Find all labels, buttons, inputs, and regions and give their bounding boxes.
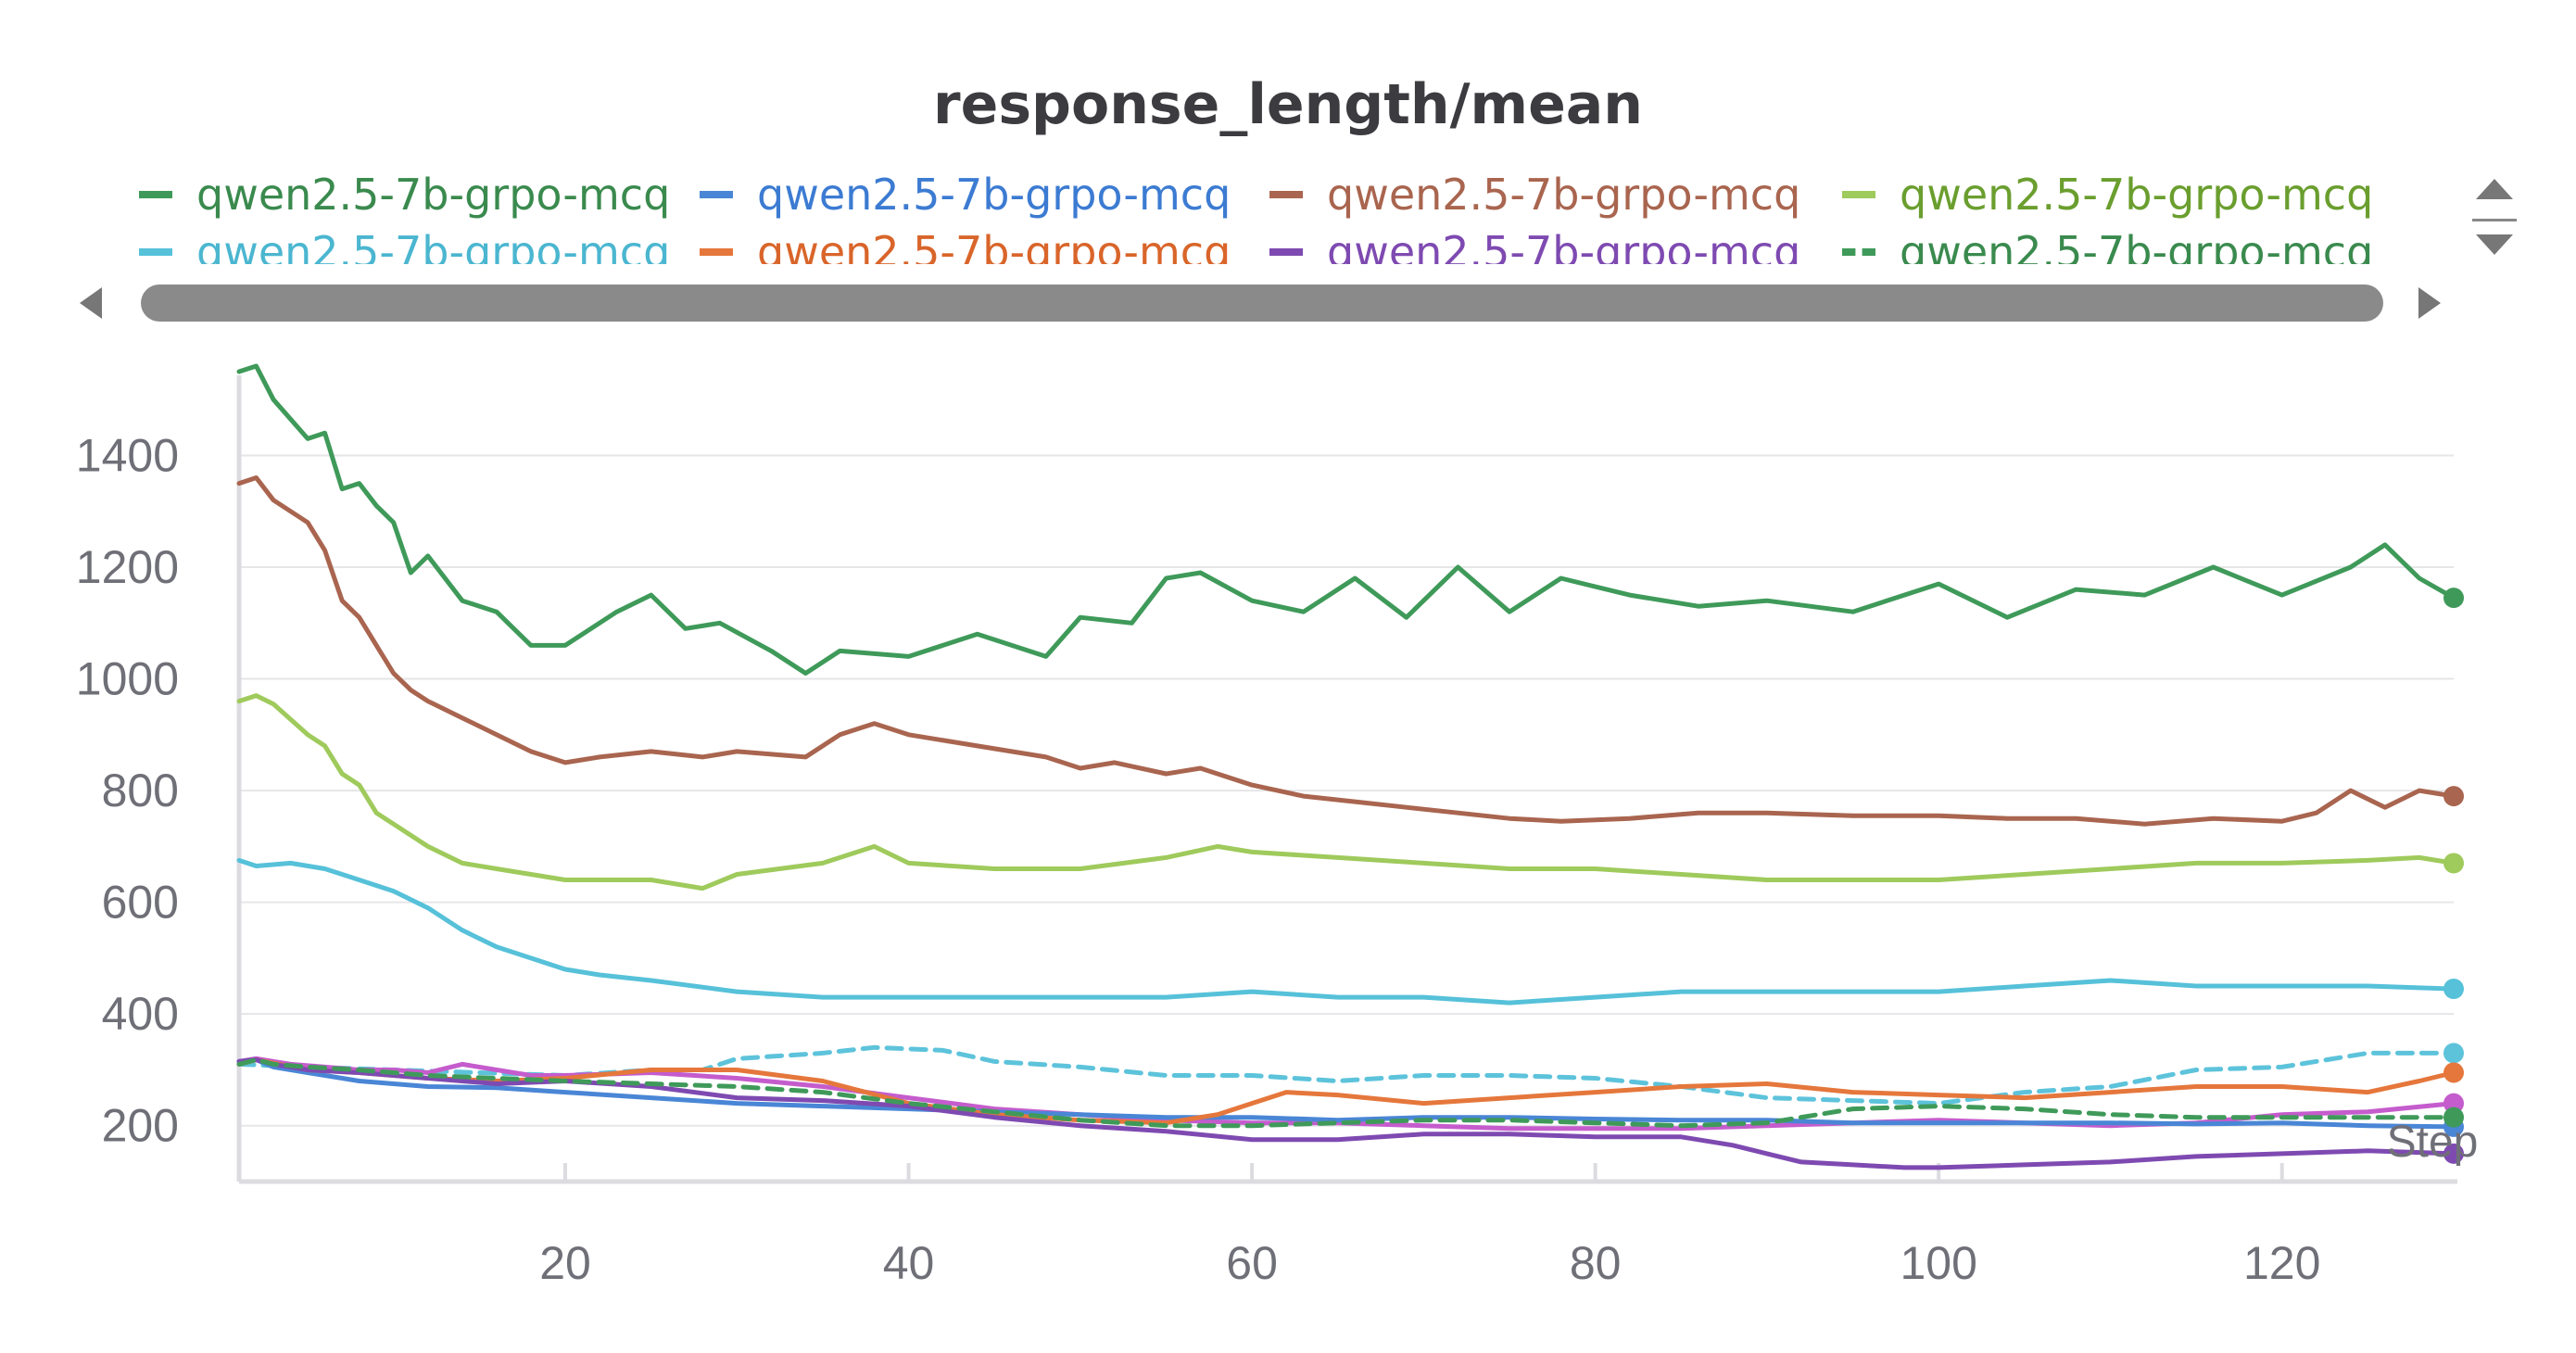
y-tick-label: 1400 (76, 429, 179, 481)
series-end-point-7 (2443, 1143, 2464, 1164)
legend-item[interactable]: qwen2.5-7b-grpo-mcq (1842, 171, 2374, 220)
axes (236, 375, 2457, 1184)
legend-swatch (1842, 248, 1875, 256)
x-tick-label: 120 (2243, 1237, 2320, 1289)
y-tick-label: 600 (102, 877, 179, 929)
scroll-right-icon[interactable] (2418, 287, 2441, 319)
tick-labels: 200 400 600 800 1000 1200 1400 20 40 60 80 100 120 (76, 429, 2321, 1289)
legend: qwen2.5-7b-grpo-mcq qwen2.5-7b-grpo-mcq qw… (65, 162, 2520, 343)
legend-label: qwen2.5-7b-grpo-mcq (1327, 171, 1801, 220)
y-tick-label: 200 (102, 1100, 179, 1152)
series-line-7 (236, 1057, 2456, 1170)
legend-item[interactable]: qwen2.5-7b-grpo-mcq (1269, 171, 1801, 220)
scroll-left-icon[interactable] (80, 287, 102, 319)
y-tick-label: 400 (102, 988, 179, 1040)
legend-item[interactable]: qwen2.5-7b-grpo-mcq (139, 227, 671, 264)
legend-item[interactable]: qwen2.5-7b-grpo-mcq (700, 227, 1231, 264)
legend-swatch (1269, 191, 1303, 198)
y-tick-label: 1200 (76, 541, 179, 593)
legend-label: qwen2.5-7b-grpo-mcq (1900, 171, 2374, 220)
series-line-8 (236, 1057, 2456, 1129)
legend-swatch (1842, 191, 1875, 198)
chart-title: response_length/mean (933, 72, 1643, 137)
legend-swatch (700, 191, 733, 198)
legend-page-divider (2472, 219, 2517, 221)
legend-swatch (139, 191, 172, 198)
series-line-5 (236, 857, 2456, 1005)
legend-item[interactable]: qwen2.5-7b-grpo-mcq (700, 171, 1231, 220)
legend-items: qwen2.5-7b-grpo-mcq qwen2.5-7b-grpo-mcq qw… (139, 171, 2474, 264)
legend-scrollbar-thumb[interactable] (141, 285, 2383, 322)
legend-label: qwen2.5-7b-grpo-mcq (1900, 227, 2374, 264)
x-tick-label: 20 (539, 1237, 591, 1289)
y-tick-label: 1000 (76, 653, 179, 705)
x-axis-label: Step (2387, 1118, 2479, 1167)
legend-label: qwen2.5-7b-grpo-mcq (757, 171, 1231, 220)
legend-label: qwen2.5-7b-grpo-mcq (196, 171, 671, 220)
series-line-3 (236, 475, 2456, 827)
y-tick-label: 800 (102, 765, 179, 816)
series-line-1 (236, 363, 2456, 676)
legend-item[interactable]: qwen2.5-7b-grpo-mcq (139, 171, 671, 220)
series-end-point-1 (2443, 588, 2464, 609)
x-tick-label: 40 (883, 1237, 935, 1289)
legend-page-down-icon[interactable] (2476, 234, 2513, 255)
series-end-point-4 (2443, 853, 2464, 874)
x-tick-label: 100 (1900, 1237, 1976, 1289)
legend-swatch (139, 248, 172, 256)
series-end-point-8 (2443, 1106, 2464, 1128)
legend-swatch (1269, 248, 1303, 256)
series-end-point-5 (2443, 979, 2464, 1000)
legend-page-up-icon[interactable] (2476, 179, 2513, 199)
legend-label: qwen2.5-7b-grpo-mcq (196, 227, 671, 264)
extra-series-end-point-1 (2443, 1043, 2464, 1064)
x-tick-label: 80 (1570, 1237, 1622, 1289)
extra-series-end-point-2 (2443, 1093, 2464, 1114)
x-tick-label: 60 (1226, 1237, 1278, 1289)
legend-label: qwen2.5-7b-grpo-mcq (757, 227, 1231, 264)
grid (239, 454, 2454, 1127)
series-line-4 (236, 693, 2456, 891)
legend-item[interactable]: qwen2.5-7b-grpo-mcq (1842, 227, 2374, 264)
series-lines (236, 363, 2464, 1170)
legend-item[interactable]: qwen2.5-7b-grpo-mcq (1269, 227, 1801, 264)
legend-swatch (700, 248, 733, 256)
series-end-point-6 (2443, 1062, 2464, 1083)
series-end-point-3 (2443, 786, 2464, 807)
legend-label: qwen2.5-7b-grpo-mcq (1327, 227, 1801, 264)
